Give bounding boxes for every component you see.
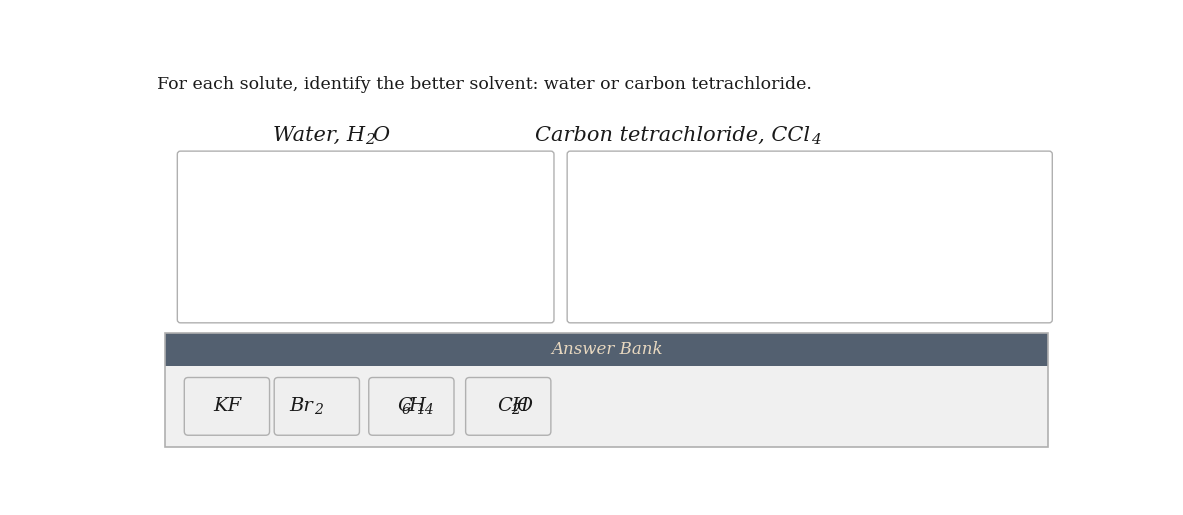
Text: CH: CH	[497, 398, 529, 416]
Text: 4: 4	[812, 133, 821, 147]
Text: O: O	[516, 398, 532, 416]
FancyBboxPatch shape	[567, 151, 1053, 323]
FancyBboxPatch shape	[177, 151, 554, 323]
Text: H: H	[408, 398, 425, 416]
FancyBboxPatch shape	[164, 333, 1048, 366]
Text: Answer Bank: Answer Bank	[551, 341, 662, 358]
Text: 2: 2	[364, 133, 375, 147]
FancyBboxPatch shape	[369, 377, 454, 435]
FancyBboxPatch shape	[185, 377, 270, 435]
FancyBboxPatch shape	[164, 366, 1048, 447]
Text: 2: 2	[313, 403, 323, 417]
Text: Water, H: Water, H	[273, 126, 364, 145]
FancyBboxPatch shape	[274, 377, 360, 435]
Text: KF: KF	[213, 398, 241, 416]
Text: C: C	[397, 398, 413, 416]
Text: Carbon tetrachloride, CCl: Carbon tetrachloride, CCl	[535, 126, 809, 145]
FancyBboxPatch shape	[466, 377, 551, 435]
Text: O: O	[373, 126, 389, 145]
Text: 14: 14	[416, 403, 434, 417]
Text: For each solute, identify the better solvent: water or carbon tetrachloride.: For each solute, identify the better sol…	[157, 76, 812, 93]
Text: Br: Br	[289, 398, 313, 416]
Text: 2: 2	[511, 403, 521, 417]
Text: 6: 6	[402, 403, 411, 417]
